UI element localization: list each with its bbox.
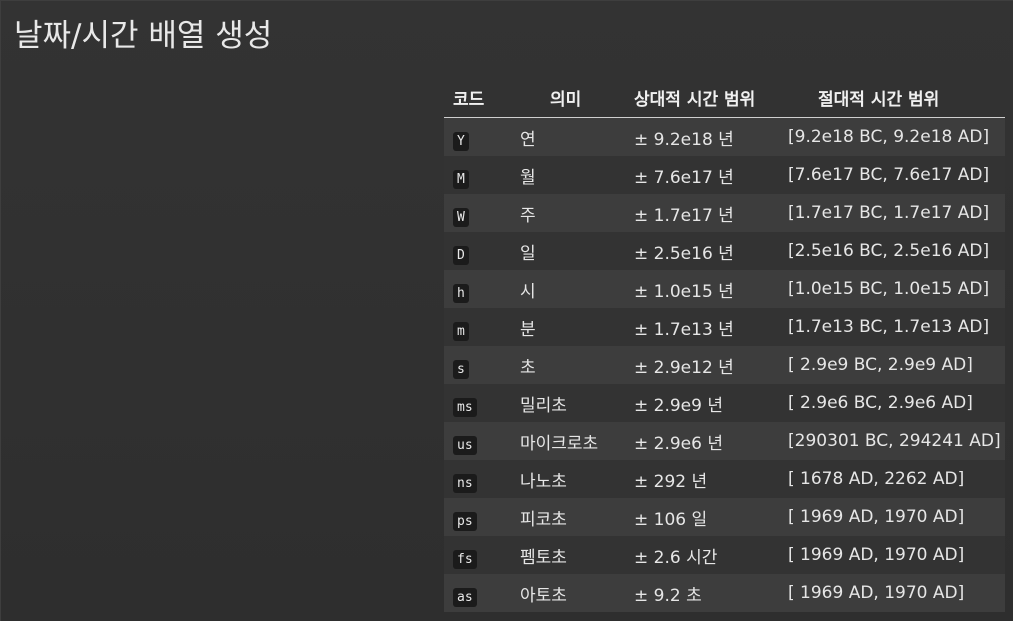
column-header-meaning: 의미 <box>510 78 624 118</box>
panel-left-border <box>0 0 1 621</box>
absolute-range-cell: [290301 BC, 294241 AD] <box>788 431 1001 451</box>
column-header-relative-range: 상대적 시간 범위 <box>624 78 786 118</box>
relative-range-cell: ± 2.9e6 년 <box>634 433 724 454</box>
meaning-cell: 초 <box>520 357 536 378</box>
table-row: ns 나노초 ± 292 년 [ 1678 AD, 2262 AD] <box>444 460 1005 498</box>
absolute-range-cell: [ 1969 AD, 1970 AD] <box>788 583 965 603</box>
relative-range-cell: ± 106 일 <box>634 509 708 530</box>
code-badge: fs <box>453 549 477 569</box>
meaning-cell: 분 <box>520 319 536 340</box>
absolute-range-cell: [ 2.9e9 BC, 2.9e9 AD] <box>788 355 973 375</box>
meaning-cell: 시 <box>520 281 536 302</box>
table-row: W 주 ± 1.7e17 년 [1.7e17 BC, 1.7e17 AD] <box>444 194 1005 232</box>
relative-range-cell: ± 1.7e13 년 <box>634 319 734 340</box>
meaning-cell: 나노초 <box>520 471 567 492</box>
code-cell: fs <box>444 536 510 574</box>
meaning-cell: 마이크로초 <box>520 433 599 454</box>
code-badge: ps <box>453 511 477 531</box>
code-cell: ps <box>444 498 510 536</box>
column-header-absolute-range: 절대적 시간 범위 <box>786 78 1005 118</box>
absolute-range-cell: [2.5e16 BC, 2.5e16 AD] <box>788 241 990 261</box>
meaning-cell: 주 <box>520 205 536 226</box>
table-row: as 아토초 ± 9.2 초 [ 1969 AD, 1970 AD] <box>444 574 1005 612</box>
code-badge: D <box>453 245 469 265</box>
table-row: s 초 ± 2.9e12 년 [ 2.9e9 BC, 2.9e9 AD] <box>444 346 1005 384</box>
code-cell: us <box>444 422 510 460</box>
table-row: m 분 ± 1.7e13 년 [1.7e13 BC, 1.7e13 AD] <box>444 308 1005 346</box>
relative-range-cell: ± 2.9e9 년 <box>634 395 724 416</box>
table-row: ms 밀리초 ± 2.9e9 년 [ 2.9e6 BC, 2.9e6 AD] <box>444 384 1005 422</box>
relative-range-cell: ± 9.2 초 <box>634 585 702 606</box>
meaning-cell: 월 <box>520 167 536 188</box>
absolute-range-cell: [1.0e15 BC, 1.0e15 AD] <box>788 279 990 299</box>
code-badge: ms <box>453 397 477 417</box>
absolute-range-cell: [ 2.9e6 BC, 2.9e6 AD] <box>788 393 973 413</box>
table-row: h 시 ± 1.0e15 년 [1.0e15 BC, 1.0e15 AD] <box>444 270 1005 308</box>
relative-range-cell: ± 2.9e12 년 <box>634 357 734 378</box>
code-badge: s <box>453 359 469 379</box>
table-body: Y 연 ± 9.2e18 년 [9.2e18 BC, 9.2e18 AD] M … <box>444 117 1005 612</box>
code-cell: ns <box>444 460 510 498</box>
table-header-row: 코드 의미 상대적 시간 범위 절대적 시간 범위 <box>444 78 1005 118</box>
meaning-cell: 펨토초 <box>520 547 567 568</box>
meaning-cell: 연 <box>520 129 536 150</box>
relative-range-cell: ± 2.5e16 년 <box>634 243 734 264</box>
code-cell: as <box>444 574 510 612</box>
code-badge: Y <box>453 131 469 151</box>
absolute-range-cell: [1.7e17 BC, 1.7e17 AD] <box>788 203 990 223</box>
code-cell: s <box>444 346 510 384</box>
meaning-cell: 아토초 <box>520 585 567 606</box>
absolute-range-cell: [9.2e18 BC, 9.2e18 AD] <box>788 127 990 147</box>
code-badge: W <box>453 207 469 227</box>
relative-range-cell: ± 1.0e15 년 <box>634 281 734 302</box>
meaning-cell: 밀리초 <box>520 395 567 416</box>
table-row: ps 피코초 ± 106 일 [ 1969 AD, 1970 AD] <box>444 498 1005 536</box>
code-cell: ms <box>444 384 510 422</box>
table-row: fs 펨토초 ± 2.6 시간 [ 1969 AD, 1970 AD] <box>444 536 1005 574</box>
code-cell: h <box>444 270 510 308</box>
code-cell: m <box>444 308 510 346</box>
table-row: us 마이크로초 ± 2.9e6 년 [290301 BC, 294241 AD… <box>444 422 1005 460</box>
table-row: Y 연 ± 9.2e18 년 [9.2e18 BC, 9.2e18 AD] <box>444 117 1005 157</box>
code-cell: D <box>444 232 510 270</box>
relative-range-cell: ± 1.7e17 년 <box>634 205 734 226</box>
code-cell: Y <box>444 118 510 157</box>
column-header-code: 코드 <box>444 78 510 118</box>
meaning-cell: 일 <box>520 243 536 264</box>
absolute-range-cell: [7.6e17 BC, 7.6e17 AD] <box>788 165 990 185</box>
relative-range-cell: ± 7.6e17 년 <box>634 167 734 188</box>
code-badge: ns <box>453 473 477 493</box>
code-badge: us <box>453 435 477 455</box>
code-badge: m <box>453 321 469 341</box>
panel-top-border <box>0 0 1013 1</box>
relative-range-cell: ± 292 년 <box>634 471 708 492</box>
page-title: 날짜/시간 배열 생성 <box>14 18 273 54</box>
code-badge: as <box>453 587 477 607</box>
absolute-range-cell: [ 1678 AD, 2262 AD] <box>788 469 965 489</box>
code-cell: W <box>444 194 510 232</box>
table-header: 코드 의미 상대적 시간 범위 절대적 시간 범위 <box>444 78 1005 118</box>
relative-range-cell: ± 2.6 시간 <box>634 547 718 568</box>
table-row: D 일 ± 2.5e16 년 [2.5e16 BC, 2.5e16 AD] <box>444 232 1005 270</box>
meaning-cell: 피코초 <box>520 509 567 530</box>
code-badge: h <box>453 283 469 303</box>
relative-range-cell: ± 9.2e18 년 <box>634 129 734 150</box>
table-row: M 월 ± 7.6e17 년 [7.6e17 BC, 7.6e17 AD] <box>444 156 1005 194</box>
absolute-range-cell: [1.7e13 BC, 1.7e13 AD] <box>788 317 990 337</box>
absolute-range-cell: [ 1969 AD, 1970 AD] <box>788 545 965 565</box>
code-cell: M <box>444 156 510 194</box>
absolute-range-cell: [ 1969 AD, 1970 AD] <box>788 507 965 527</box>
code-badge: M <box>453 169 469 189</box>
datetime-units-table: 코드 의미 상대적 시간 범위 절대적 시간 범위 Y 연 ± 9.2e18 년… <box>444 78 1005 612</box>
